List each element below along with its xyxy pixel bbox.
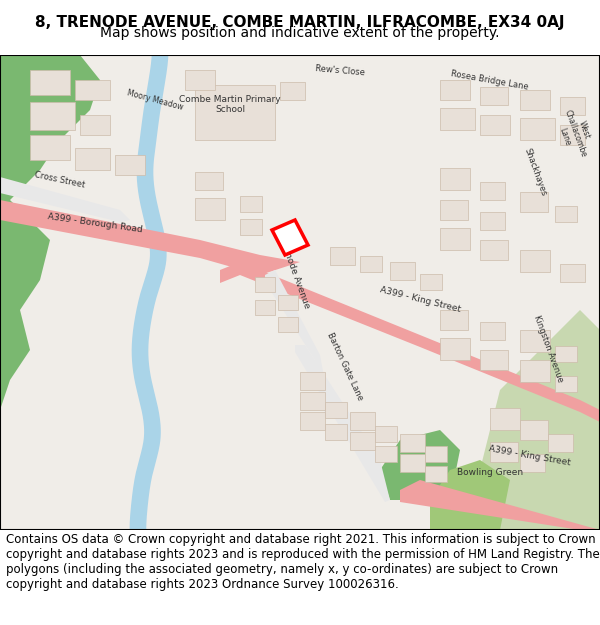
Text: West
Challacombe
Lane: West Challacombe Lane [553, 105, 598, 162]
Bar [440, 108, 475, 130]
Bar [420, 274, 442, 290]
Text: Combe Martin Primary
School: Combe Martin Primary School [179, 94, 281, 114]
Text: Barton Gate Lane: Barton Gate Lane [325, 331, 365, 402]
Polygon shape [272, 220, 308, 255]
Text: 8, TRENODE AVENUE, COMBE MARTIN, ILFRACOMBE, EX34 0AJ: 8, TRENODE AVENUE, COMBE MARTIN, ILFRACO… [35, 16, 565, 31]
Bar [520, 118, 555, 140]
Bar [185, 70, 215, 90]
Text: Rosea Bridge Lane: Rosea Bridge Lane [451, 69, 530, 92]
Polygon shape [265, 270, 330, 415]
Bar [555, 206, 577, 222]
Bar [440, 310, 468, 330]
Text: Kingston Avenue: Kingston Avenue [532, 314, 565, 384]
Bar [115, 155, 145, 175]
Bar [425, 446, 447, 462]
Bar [425, 466, 447, 482]
Bar [440, 228, 470, 250]
Bar [240, 196, 262, 212]
Polygon shape [0, 177, 130, 222]
Bar [280, 82, 305, 100]
Bar [520, 360, 550, 382]
Bar [440, 338, 470, 360]
Bar [400, 434, 425, 452]
Bar [195, 198, 225, 220]
Bar [375, 426, 397, 442]
Text: Trenode Avenue: Trenode Avenue [278, 239, 311, 310]
Bar [480, 87, 508, 105]
Bar [30, 135, 70, 160]
Bar [440, 200, 468, 220]
Bar [560, 97, 585, 115]
Bar [490, 442, 518, 462]
Bar [520, 330, 550, 352]
Bar [490, 408, 520, 430]
Text: Shackhayes: Shackhayes [522, 147, 548, 197]
Bar [278, 317, 298, 332]
Bar [278, 295, 298, 310]
Text: Map shows position and indicative extent of the property.: Map shows position and indicative extent… [100, 26, 500, 39]
Bar [30, 70, 70, 95]
Bar [555, 346, 577, 362]
Bar [520, 90, 550, 110]
Polygon shape [430, 460, 510, 530]
Bar [560, 125, 585, 145]
Bar [400, 454, 425, 472]
Bar [350, 412, 375, 430]
Bar [80, 115, 110, 135]
Bar [75, 80, 110, 100]
Bar [520, 192, 548, 212]
Text: A399 - King Street: A399 - King Street [379, 285, 461, 314]
Polygon shape [400, 480, 600, 530]
Bar [480, 115, 510, 135]
Bar [480, 240, 508, 260]
Polygon shape [295, 345, 390, 502]
Bar [325, 424, 347, 440]
Polygon shape [380, 430, 460, 500]
Bar [480, 212, 505, 230]
Bar [360, 256, 382, 272]
Bar [440, 168, 470, 190]
Text: Rew's Close: Rew's Close [315, 64, 365, 77]
Bar [300, 392, 325, 410]
Bar [325, 402, 347, 418]
Bar [30, 102, 75, 130]
Bar [548, 434, 573, 452]
Text: Bowling Green: Bowling Green [457, 468, 523, 477]
Bar [520, 454, 545, 472]
Polygon shape [220, 262, 600, 422]
Bar [75, 148, 110, 170]
Text: Contains OS data © Crown copyright and database right 2021. This information is : Contains OS data © Crown copyright and d… [6, 533, 600, 591]
Bar [520, 250, 550, 272]
Polygon shape [0, 190, 50, 530]
Bar [300, 412, 325, 430]
Bar [480, 350, 508, 370]
Bar [480, 182, 505, 200]
Bar [195, 85, 275, 140]
Bar [240, 219, 262, 235]
Bar [440, 80, 470, 100]
Polygon shape [0, 55, 100, 210]
Bar [520, 420, 548, 440]
Polygon shape [480, 310, 600, 530]
Bar [330, 247, 355, 265]
Bar [350, 432, 375, 450]
Bar [390, 262, 415, 280]
Text: A399 - King Street: A399 - King Street [488, 444, 572, 467]
Text: A399 - Borough Road: A399 - Borough Road [47, 212, 143, 234]
Bar [195, 172, 223, 190]
Bar [560, 264, 585, 282]
Bar [255, 300, 275, 315]
Bar [375, 446, 397, 462]
Text: Cross Street: Cross Street [34, 171, 86, 190]
Polygon shape [0, 200, 300, 275]
Bar [555, 376, 577, 392]
Bar [480, 322, 505, 340]
Bar [300, 372, 325, 390]
Bar [255, 277, 275, 292]
Text: Moory Meadow: Moory Meadow [126, 88, 184, 112]
